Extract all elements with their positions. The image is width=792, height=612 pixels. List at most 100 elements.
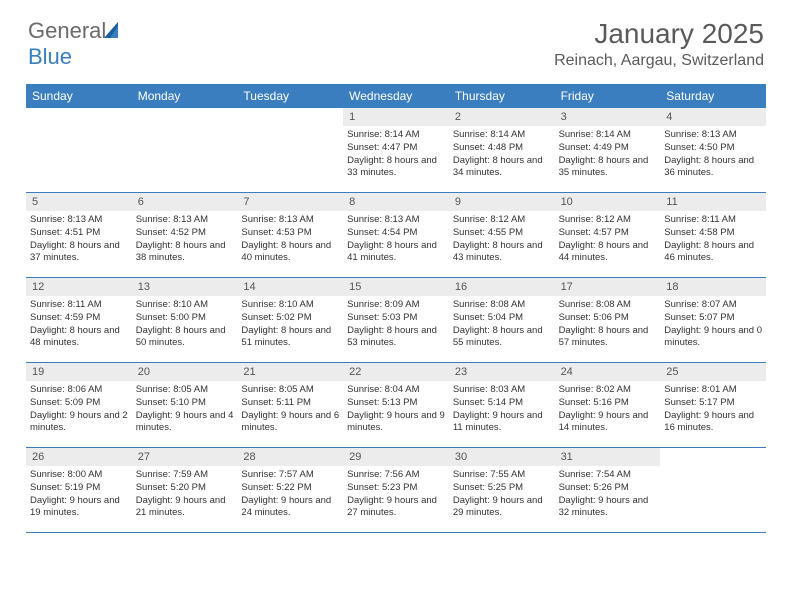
day-cell: 20Sunrise: 8:05 AMSunset: 5:10 PMDayligh… xyxy=(132,363,238,447)
day-number: 24 xyxy=(555,363,661,381)
day-details: Sunrise: 8:09 AMSunset: 5:03 PMDaylight:… xyxy=(343,296,449,353)
day-details: Sunrise: 8:10 AMSunset: 5:00 PMDaylight:… xyxy=(132,296,238,353)
daylight-text: Daylight: 8 hours and 41 minutes. xyxy=(347,240,445,266)
day-cell: 7Sunrise: 8:13 AMSunset: 4:53 PMDaylight… xyxy=(237,193,343,277)
week-row: ...1Sunrise: 8:14 AMSunset: 4:47 PMDayli… xyxy=(26,108,766,193)
day-cell: 25Sunrise: 8:01 AMSunset: 5:17 PMDayligh… xyxy=(660,363,766,447)
day-cell: 11Sunrise: 8:11 AMSunset: 4:58 PMDayligh… xyxy=(660,193,766,277)
sunset-text: Sunset: 5:26 PM xyxy=(559,482,657,495)
weekday-header: Tuesday xyxy=(237,84,343,108)
day-cell: 4Sunrise: 8:13 AMSunset: 4:50 PMDaylight… xyxy=(660,108,766,192)
day-details: Sunrise: 8:00 AMSunset: 5:19 PMDaylight:… xyxy=(26,466,132,523)
day-number: 4 xyxy=(660,108,766,126)
sunrise-text: Sunrise: 8:06 AM xyxy=(30,384,128,397)
sunset-text: Sunset: 5:23 PM xyxy=(347,482,445,495)
day-cell: 6Sunrise: 8:13 AMSunset: 4:52 PMDaylight… xyxy=(132,193,238,277)
day-cell: 24 Sunrise: 8:02 AMSunset: 5:16 PMDayligh… xyxy=(555,363,661,447)
calendar: SundayMondayTuesdayWednesdayThursdayFrid… xyxy=(26,84,766,533)
day-details: Sunrise: 8:11 AMSunset: 4:58 PMDaylight:… xyxy=(660,211,766,268)
day-number: 21 xyxy=(237,363,343,381)
day-number: 12 xyxy=(26,278,132,296)
sunset-text: Sunset: 4:52 PM xyxy=(136,227,234,240)
brand-text: GeneralBlue xyxy=(28,18,124,70)
day-details: Sunrise: 8:13 AMSunset: 4:53 PMDaylight:… xyxy=(237,211,343,268)
sunset-text: Sunset: 4:53 PM xyxy=(241,227,339,240)
sunset-text: Sunset: 4:59 PM xyxy=(30,312,128,325)
sail-icon xyxy=(104,18,124,43)
day-number: 13 xyxy=(132,278,238,296)
sunset-text: Sunset: 5:22 PM xyxy=(241,482,339,495)
day-cell: 3Sunrise: 8:14 AMSunset: 4:49 PMDaylight… xyxy=(555,108,661,192)
day-details: Sunrise: 8:08 AMSunset: 5:06 PMDaylight:… xyxy=(555,296,661,353)
daylight-text: Daylight: 8 hours and 37 minutes. xyxy=(30,240,128,266)
day-number: 19 xyxy=(26,363,132,381)
day-details: Sunrise: 8:14 AMSunset: 4:48 PMDaylight:… xyxy=(449,126,555,183)
daylight-text: Daylight: 9 hours and 21 minutes. xyxy=(136,495,234,521)
day-cell: 22Sunrise: 8:04 AMSunset: 5:13 PMDayligh… xyxy=(343,363,449,447)
sunset-text: Sunset: 5:09 PM xyxy=(30,397,128,410)
sunset-text: Sunset: 5:25 PM xyxy=(453,482,551,495)
sunset-text: Sunset: 5:14 PM xyxy=(453,397,551,410)
day-details: Sunrise: 8:13 AMSunset: 4:54 PMDaylight:… xyxy=(343,211,449,268)
sunrise-text: Sunrise: 8:12 AM xyxy=(559,214,657,227)
day-details: Sunrise: 8:08 AMSunset: 5:04 PMDaylight:… xyxy=(449,296,555,353)
sunrise-text: Sunrise: 8:13 AM xyxy=(30,214,128,227)
day-details: Sunrise: 8:04 AMSunset: 5:13 PMDaylight:… xyxy=(343,381,449,438)
day-cell: 23 Sunrise: 8:03 AMSunset: 5:14 PMDayligh… xyxy=(449,363,555,447)
day-cell: 14Sunrise: 8:10 AMSunset: 5:02 PMDayligh… xyxy=(237,278,343,362)
daylight-text: Daylight: 9 hours and 0 minutes. xyxy=(664,325,762,351)
sunset-text: Sunset: 4:48 PM xyxy=(453,142,551,155)
day-details: Sunrise: 8:13 AMSunset: 4:51 PMDaylight:… xyxy=(26,211,132,268)
brand-part2: Blue xyxy=(28,44,72,69)
daylight-text: Daylight: 8 hours and 34 minutes. xyxy=(453,155,551,181)
day-cell: 26Sunrise: 8:00 AMSunset: 5:19 PMDayligh… xyxy=(26,448,132,532)
sunset-text: Sunset: 5:13 PM xyxy=(347,397,445,410)
sunrise-text: Sunrise: 8:02 AM xyxy=(559,384,657,397)
day-cell: 1Sunrise: 8:14 AMSunset: 4:47 PMDaylight… xyxy=(343,108,449,192)
weekday-header: Wednesday xyxy=(343,84,449,108)
daylight-text: Daylight: 9 hours and 9 minutes. xyxy=(347,410,445,436)
day-number: 5 xyxy=(26,193,132,211)
daylight-text: Daylight: 9 hours and 14 minutes. xyxy=(559,410,657,436)
sunrise-text: Sunrise: 8:08 AM xyxy=(559,299,657,312)
sunset-text: Sunset: 4:57 PM xyxy=(559,227,657,240)
day-number: 30 xyxy=(449,448,555,466)
weekday-header: Friday xyxy=(555,84,661,108)
day-details: Sunrise: 7:55 AMSunset: 5:25 PMDaylight:… xyxy=(449,466,555,523)
day-number: 27 xyxy=(132,448,238,466)
sunrise-text: Sunrise: 8:00 AM xyxy=(30,469,128,482)
day-cell: 13Sunrise: 8:10 AMSunset: 5:00 PMDayligh… xyxy=(132,278,238,362)
day-number: 25 xyxy=(660,363,766,381)
daylight-text: Daylight: 8 hours and 51 minutes. xyxy=(241,325,339,351)
day-details: Sunrise: 8:07 AMSunset: 5:07 PMDaylight:… xyxy=(660,296,766,353)
sunrise-text: Sunrise: 8:04 AM xyxy=(347,384,445,397)
sunrise-text: Sunrise: 7:59 AM xyxy=(136,469,234,482)
weeks-container: ...1Sunrise: 8:14 AMSunset: 4:47 PMDayli… xyxy=(26,108,766,533)
month-title: January 2025 xyxy=(554,18,764,50)
day-cell: 9Sunrise: 8:12 AMSunset: 4:55 PMDaylight… xyxy=(449,193,555,277)
sunrise-text: Sunrise: 8:11 AM xyxy=(30,299,128,312)
day-cell: 15Sunrise: 8:09 AMSunset: 5:03 PMDayligh… xyxy=(343,278,449,362)
day-number: 28 xyxy=(237,448,343,466)
daylight-text: Daylight: 8 hours and 38 minutes. xyxy=(136,240,234,266)
daylight-text: Daylight: 9 hours and 11 minutes. xyxy=(453,410,551,436)
sunrise-text: Sunrise: 8:01 AM xyxy=(664,384,762,397)
sunset-text: Sunset: 5:11 PM xyxy=(241,397,339,410)
sunrise-text: Sunrise: 8:03 AM xyxy=(453,384,551,397)
day-number: 15 xyxy=(343,278,449,296)
day-number: 6 xyxy=(132,193,238,211)
day-number: 31 xyxy=(555,448,661,466)
sunset-text: Sunset: 5:16 PM xyxy=(559,397,657,410)
day-number: 23 xyxy=(449,363,555,381)
sunset-text: Sunset: 5:02 PM xyxy=(241,312,339,325)
week-row: 12 Sunrise: 8:11 AMSunset: 4:59 PM Dayligh… xyxy=(26,278,766,363)
day-cell: . xyxy=(660,448,766,532)
daylight-text: Daylight: 8 hours and 44 minutes. xyxy=(559,240,657,266)
daylight-text: Daylight: 9 hours and 24 minutes. xyxy=(241,495,339,521)
daylight-text: Daylight: 9 hours and 27 minutes. xyxy=(347,495,445,521)
sunrise-text: Sunrise: 8:11 AM xyxy=(664,214,762,227)
sunset-text: Sunset: 5:07 PM xyxy=(664,312,762,325)
sunset-text: Sunset: 4:54 PM xyxy=(347,227,445,240)
sunset-text: Sunset: 4:50 PM xyxy=(664,142,762,155)
sunrise-text: Sunrise: 7:57 AM xyxy=(241,469,339,482)
